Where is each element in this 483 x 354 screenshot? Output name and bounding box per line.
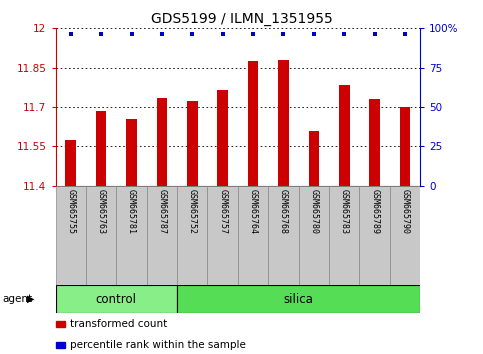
Text: GSM665763: GSM665763 — [97, 189, 106, 234]
Text: percentile rank within the sample: percentile rank within the sample — [70, 340, 246, 350]
Bar — [116, 186, 147, 285]
Bar — [390, 186, 420, 285]
Text: control: control — [96, 293, 137, 306]
Bar — [56, 285, 177, 313]
Bar — [369, 99, 380, 186]
Text: GSM665768: GSM665768 — [279, 189, 288, 234]
Point — [67, 31, 74, 36]
Bar — [96, 111, 106, 186]
Text: GSM665757: GSM665757 — [218, 189, 227, 234]
Text: ▶: ▶ — [27, 294, 34, 304]
Text: GSM665755: GSM665755 — [66, 189, 75, 234]
Text: silica: silica — [284, 293, 313, 306]
Bar — [238, 186, 268, 285]
Text: GSM665783: GSM665783 — [340, 189, 349, 234]
Point — [128, 31, 135, 36]
Bar — [248, 61, 258, 186]
Bar — [298, 186, 329, 285]
Bar — [217, 90, 228, 186]
Point — [280, 31, 287, 36]
Text: GDS5199 / ILMN_1351955: GDS5199 / ILMN_1351955 — [151, 12, 332, 27]
Bar — [86, 186, 116, 285]
Text: GSM665752: GSM665752 — [188, 189, 197, 234]
Text: GSM665787: GSM665787 — [157, 189, 167, 234]
Bar — [278, 60, 289, 186]
Text: agent: agent — [2, 294, 32, 304]
Bar — [126, 119, 137, 186]
Bar — [268, 186, 298, 285]
Bar — [400, 107, 411, 186]
Bar — [65, 140, 76, 186]
Bar — [147, 186, 177, 285]
Bar — [177, 186, 208, 285]
Bar — [309, 131, 319, 186]
Bar — [208, 186, 238, 285]
Point — [371, 31, 379, 36]
Point — [401, 31, 409, 36]
Bar — [187, 101, 198, 186]
Point — [188, 31, 196, 36]
Text: GSM665780: GSM665780 — [309, 189, 318, 234]
Point — [97, 31, 105, 36]
Point — [249, 31, 257, 36]
Text: GSM665789: GSM665789 — [370, 189, 379, 234]
Point — [158, 31, 166, 36]
Text: GSM665790: GSM665790 — [400, 189, 410, 234]
Point — [310, 31, 318, 36]
Text: GSM665764: GSM665764 — [249, 189, 257, 234]
Point — [219, 31, 227, 36]
Text: transformed count: transformed count — [70, 319, 167, 329]
Bar — [339, 85, 350, 186]
Text: GSM665781: GSM665781 — [127, 189, 136, 234]
Point — [341, 31, 348, 36]
Bar — [329, 186, 359, 285]
Bar — [359, 186, 390, 285]
Bar — [156, 98, 167, 186]
Bar — [56, 186, 86, 285]
Bar — [177, 285, 420, 313]
